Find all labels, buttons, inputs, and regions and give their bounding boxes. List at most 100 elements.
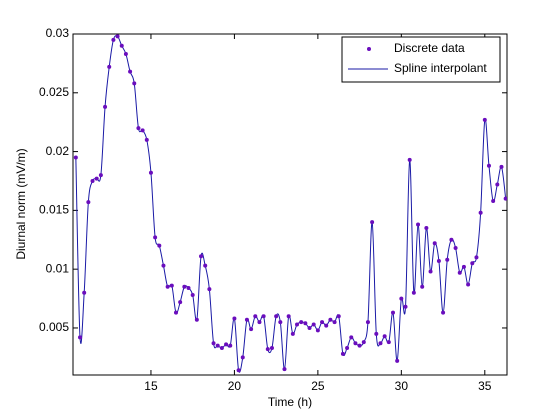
data-point [466,282,471,287]
data-point [173,310,178,315]
data-point [315,328,320,333]
data-point [299,320,304,325]
data-point [290,331,295,336]
x-tick-label: 30 [395,379,409,393]
data-point [345,345,350,350]
data-point [445,257,450,262]
data-point [328,317,333,322]
y-tick-label: 0.02 [46,144,70,158]
data-point [295,322,300,327]
data-point [320,320,325,325]
data-point [119,43,124,48]
data-point [165,284,170,289]
data-point [340,351,345,356]
legend-label: Discrete data [394,41,465,55]
data-point [111,37,116,42]
data-point [78,335,83,340]
data-point [94,176,99,181]
data-point [182,284,187,289]
y-tick-label: 0.03 [46,26,70,40]
data-point [399,296,404,301]
data-point [249,327,254,332]
data-point [215,343,220,348]
data-point [123,51,128,56]
data-point [436,258,441,263]
data-point [478,210,483,215]
data-point [407,157,412,162]
data-point [403,304,408,309]
data-point [265,347,270,352]
y-tick-label: 0.015 [39,203,69,217]
data-point [148,170,153,175]
data-point [365,320,370,325]
x-axis-label: Time (h) [268,395,312,409]
data-point [378,341,383,346]
legend-label: Spline interpolant [394,61,487,75]
y-tick-label: 0.01 [46,261,70,275]
x-tick-label: 15 [144,379,158,393]
data-point [128,69,133,74]
y-tick-label: 0.025 [39,85,69,99]
data-point [257,320,262,325]
data-point [144,137,149,142]
data-point [486,163,491,168]
data-point [228,343,233,348]
data-point [244,317,249,322]
data-point [107,64,112,69]
data-point [132,81,137,86]
data-point [86,200,91,205]
data-point [240,355,245,360]
data-point [269,345,274,350]
data-point [428,269,433,274]
data-point [416,222,421,227]
data-point [232,316,237,321]
data-point [449,237,454,242]
data-point [336,314,341,319]
data-point [286,314,291,319]
data-point [169,283,174,288]
y-axis-label: Diurnal norm (mV/m) [14,148,28,259]
data-point [420,284,425,289]
data-point [211,341,216,346]
data-point [90,178,95,183]
data-point [453,246,458,251]
data-point [311,322,316,327]
data-point [115,34,120,39]
data-point [219,345,224,350]
data-point [390,310,395,315]
data-point [432,241,437,246]
data-point [474,255,479,260]
data-point [503,196,507,201]
data-point [395,358,400,363]
data-point [274,314,279,319]
data-point [370,220,375,225]
data-point [153,235,158,240]
data-point [199,254,204,259]
x-tick-label: 25 [311,379,325,393]
data-point [203,263,208,268]
data-point [307,325,312,330]
data-point [332,320,337,325]
x-tick-label: 20 [228,379,242,393]
plot-area [72,33,508,376]
data-point [261,314,266,319]
data-point [303,321,308,326]
data-point [98,173,103,178]
data-point [136,126,141,131]
data-point [386,340,391,345]
data-point [190,293,195,298]
data-point [361,340,366,345]
y-tick-label: 0.005 [39,320,69,334]
data-point [161,263,166,268]
data-point [424,226,429,231]
data-point [253,314,258,319]
data-point [461,264,466,269]
plot-content [73,34,507,373]
data-point [353,341,358,346]
data-point [282,367,287,372]
data-point [278,320,283,325]
data-point [470,261,475,266]
data-point [207,287,212,292]
data-point [103,104,108,109]
